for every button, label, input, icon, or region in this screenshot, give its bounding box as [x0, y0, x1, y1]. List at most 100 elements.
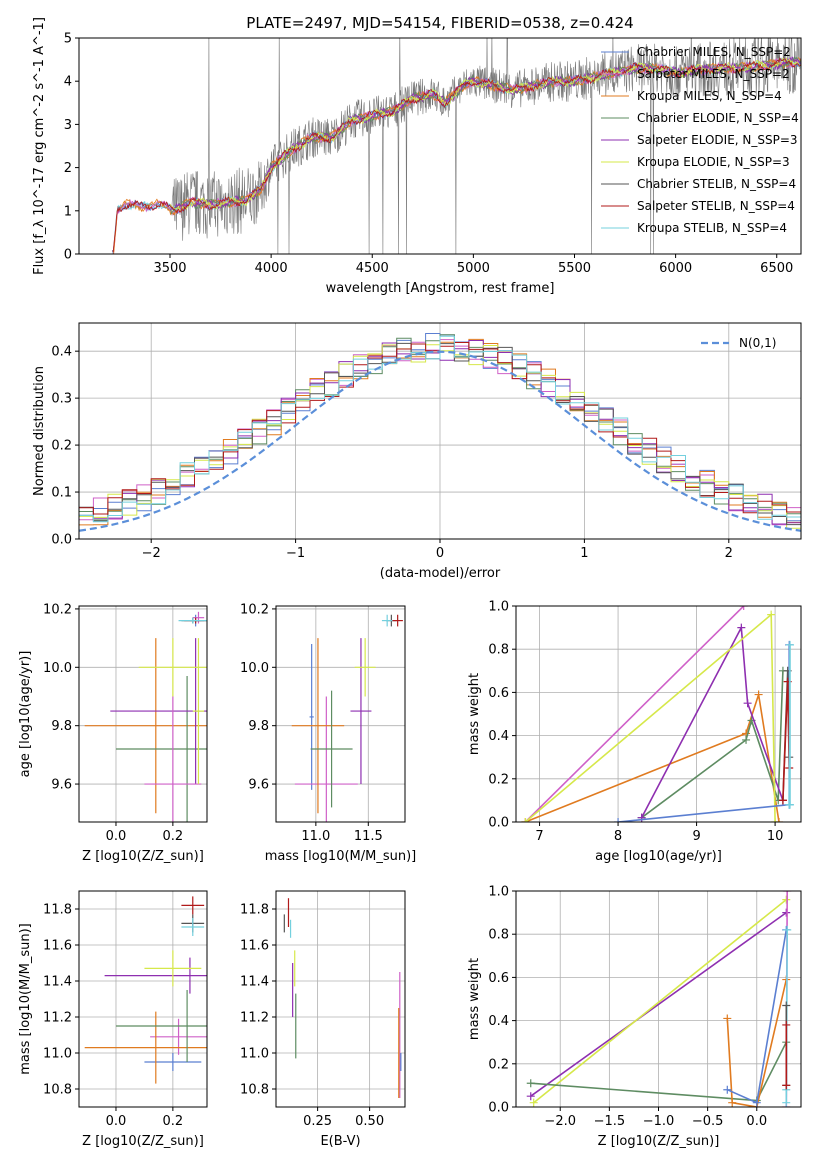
- x-axis-label: wavelength [Angstrom, rest frame]: [326, 281, 555, 296]
- tick-label-y: 9.6: [248, 778, 269, 793]
- series-line-kroupa_miles: [726, 979, 788, 1107]
- legend-label: Kroupa MILES, N_SSP=4: [637, 89, 782, 103]
- tick-label-x: 0.50: [355, 1114, 384, 1129]
- series-line-salpeter_elodie: [530, 911, 787, 1097]
- mass_vs_ebv-panel: 0.25 0.50 10.8 11.0 11.2 11.4 11.6 11.8 E(B-V): [240, 890, 406, 1149]
- x-axis-label: E(B-V): [320, 1134, 360, 1149]
- y-axis-label: age [log10(age/yr)]: [18, 651, 33, 778]
- tick-label-y: 11.6: [240, 939, 269, 954]
- tick-label-x: 0.0: [106, 1114, 127, 1129]
- series-marker-salpeter_stelib: [782, 1020, 791, 1029]
- tick-label-x: 11.0: [301, 829, 330, 844]
- tick-label-y: 0.4: [51, 345, 72, 360]
- mass_vs_ebv-plot-area: [283, 898, 402, 1098]
- tick-label-x: 0.0: [746, 1114, 767, 1129]
- series-line-kroupa_elodie: [533, 898, 787, 1104]
- legend-label: Salpeter MILES, N_SSP=2: [637, 67, 790, 81]
- tick-label-y: 1.0: [488, 885, 509, 900]
- tick-label-y: 11.2: [240, 1011, 269, 1026]
- tick-label-x: 0: [436, 546, 444, 561]
- tick-label-y: 0.0: [51, 533, 72, 548]
- series-marker-kroupa_elodie: [782, 895, 791, 904]
- tick-label-y: 5: [64, 32, 72, 47]
- tick-label-x: 0.2: [163, 829, 184, 844]
- spectrum-panel: 3500 4000 4500 5000 5500 6000 6500 0 1 2 3 4 5 wavele…: [32, 17, 802, 296]
- series-marker-salpeter_miles: [783, 891, 792, 895]
- tick-label-y: 0.1: [51, 486, 72, 501]
- tick-label-y: 10.0: [240, 661, 269, 676]
- legend-label: Kroupa ELODIE, N_SSP=3: [637, 155, 790, 169]
- tick-label-y: 10.2: [43, 602, 72, 617]
- tick-label-y: 11.8: [240, 903, 269, 918]
- tick-label-x: −1: [286, 546, 305, 561]
- tick-label-x: 4000: [255, 261, 288, 276]
- weight_vs_z-panel: −2.0 −1.5 −1.0 −0.5 0.0 0.0 0.2 0.4 0.6 0.8 1.0 Z […: [467, 885, 802, 1149]
- tick-label-y: 0.6: [488, 686, 509, 701]
- weight_vs_age-plot-area: [521, 606, 795, 822]
- x-axis-label: Z [log10(Z/Z_sun)]: [598, 1134, 720, 1149]
- series-marker-chabrier_miles: [723, 1085, 732, 1094]
- tick-label-x: −1.5: [594, 1114, 626, 1129]
- tick-label-y: 11.6: [43, 939, 72, 954]
- series-marker-kroupa_miles: [723, 1014, 732, 1023]
- series-marker-salpeter_elodie: [743, 699, 752, 708]
- tick-label-x: 5500: [558, 261, 591, 276]
- y-axis-label: mass weight: [467, 958, 482, 1040]
- legend-label: Chabrier STELIB, N_SSP=4: [637, 177, 796, 191]
- series-marker-salpeter_stelib: [778, 796, 787, 805]
- tick-label-y: 4: [64, 75, 72, 90]
- spectrum-frame: [78, 37, 802, 255]
- data-spectrum-line: [112, 38, 801, 254]
- y-axis-label: mass weight: [467, 673, 482, 755]
- series-marker-chabrier_miles: [614, 818, 623, 822]
- legend-label: Chabrier MILES, N_SSP=2: [637, 45, 791, 59]
- tick-label-y: 0.4: [488, 1014, 509, 1029]
- y-axis-label: Flux [f_λ 10^-17 erg cm^-2 s^-1 A^-1]: [32, 17, 47, 275]
- age_vs_z-plot-area: [84, 611, 207, 822]
- series-marker-kroupa_stelib: [786, 800, 795, 809]
- y-axis-label: Normed distribution: [32, 366, 47, 496]
- series-marker-kroupa_miles: [754, 690, 763, 699]
- weight_vs_z-plot-area: [526, 891, 792, 1107]
- age_vs_mass-frame: [275, 605, 406, 823]
- tick-label-y: 0.4: [488, 729, 509, 744]
- tick-label-y: 11.2: [43, 1011, 72, 1026]
- tick-label-y: 11.0: [43, 1047, 72, 1062]
- legend-label: Kroupa STELIB, N_SSP=4: [637, 221, 787, 235]
- series-marker-kroupa_miles: [728, 1098, 737, 1107]
- tick-label-y: 11.0: [240, 1047, 269, 1062]
- tick-label-y: 11.4: [43, 975, 72, 990]
- tick-label-x: 4500: [356, 261, 389, 276]
- x-axis-label: age [log10(age/yr)]: [595, 849, 722, 864]
- series-marker-salpeter_stelib: [782, 1081, 791, 1090]
- series-line-salpeter_elodie: [640, 624, 784, 819]
- tick-label-y: 11.8: [43, 903, 72, 918]
- series-marker-salpeter_miles: [739, 606, 748, 610]
- tick-label-y: 0.3: [51, 392, 72, 407]
- series-marker-salpeter_elodie: [526, 1092, 535, 1101]
- tick-label-y: 9.8: [248, 719, 269, 734]
- tick-label-x: −2.0: [544, 1114, 576, 1129]
- age_vs_z-frame: [78, 605, 208, 823]
- model-line-salpeter_stelib: [112, 57, 801, 253]
- legend-label: Salpeter STELIB, N_SSP=4: [637, 199, 795, 213]
- tick-label-x: 1: [580, 546, 588, 561]
- chart-panels: 3500 4000 4500 5000 5500 6000 6500 0 1 2 3 4 5 wavele…: [18, 17, 802, 1149]
- tick-label-x: 0.25: [303, 1114, 332, 1129]
- tick-label-y: 10.8: [43, 1083, 72, 1098]
- tick-label-y: 0.8: [488, 928, 509, 943]
- series-marker-chabrier_elodie: [526, 1079, 535, 1088]
- tick-label-y: 9.6: [51, 778, 72, 793]
- series-marker-salpeter_elodie: [737, 623, 746, 632]
- tick-label-y: 2: [64, 161, 72, 176]
- tick-label-x: 2: [725, 546, 733, 561]
- tick-label-y: 0.6: [488, 971, 509, 986]
- weight_vs_age-panel: 7 8 9 10 0.0 0.2 0.4 0.6 0.8 1.0 age [log10(age/yr…: [467, 600, 802, 864]
- series-marker-kroupa_stelib: [786, 640, 795, 649]
- x-axis-label: (data-model)/error: [380, 566, 501, 581]
- age_vs_mass-plot-area: [291, 614, 403, 822]
- series-marker-chabrier_miles: [752, 1098, 761, 1107]
- legend-label: Salpeter ELODIE, N_SSP=3: [637, 133, 798, 147]
- tick-label-x: 6500: [760, 261, 793, 276]
- age_vs_mass-panel: 11.0 11.5 9.6 9.8 10.0 10.2 mass [log10(M/M_su…: [240, 602, 416, 864]
